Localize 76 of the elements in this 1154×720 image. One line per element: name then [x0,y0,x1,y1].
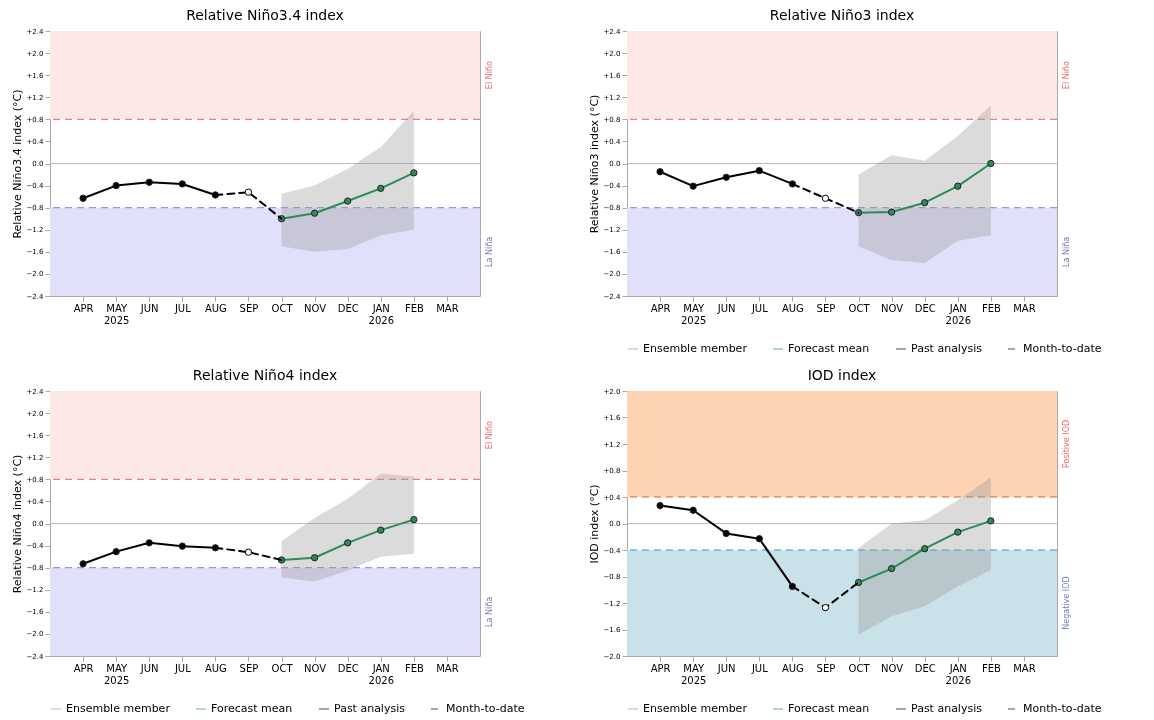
band-label: El Niño [485,61,494,90]
band-label: Negative IOD [1062,576,1071,630]
x-tick-label: DEC [337,662,359,674]
x-tick-label: AUG [204,662,227,674]
x-tick-label: MAY 2025 [680,302,707,326]
x-tick-label: JUL [173,662,192,674]
x-tick-label: FEB [404,662,424,674]
x-tick-label: DEC [914,662,936,674]
x-tick-label: MAR [436,662,459,674]
band-label: La Niña [485,596,494,627]
legend-label: Past analysis [911,702,983,715]
x-tick-label: NOV [881,662,904,674]
x-tick-label: SEP [816,662,836,674]
legend-label: Forecast mean [211,702,293,715]
y-axis-title: Relative Niño4 index (°C) [10,454,24,594]
legend-label: Past analysis [911,342,983,355]
x-tick-label: AUG [204,302,227,314]
x-tick-label: JUN [139,302,159,314]
y-axis-title: Relative Niño3 index (°C) [587,94,601,234]
x-tick-label: FEB [981,662,1001,674]
band-label: La Niña [1062,236,1071,267]
legend-label: Ensemble member [643,702,748,715]
chart-title: Relative Niño3 index [769,7,915,23]
chart-title: Relative Niño3.4 index [186,7,344,23]
legend-label: Month-to-date [1023,342,1102,355]
legend-label: Forecast mean [788,342,870,355]
legend-label: Forecast mean [788,702,870,715]
x-tick-label: SEP [816,302,836,314]
x-tick-label: JUN [139,662,159,674]
chart-title: Relative Niño4 index [192,367,338,383]
x-tick-label: OCT [848,662,871,674]
x-tick-label: AUG [781,662,804,674]
x-tick-label: APR [650,662,671,674]
legend-label: Ensemble member [643,342,748,355]
x-tick-label: JAN 2026 [945,662,971,686]
x-tick-label: JUL [173,302,192,314]
x-tick-label: MAY 2025 [103,302,130,326]
x-tick-label: OCT [848,302,871,314]
x-tick-label: DEC [337,302,359,314]
x-tick-label: MAR [436,302,459,314]
legend-label: Past analysis [334,702,406,715]
y-axis-title: Relative Niño3.4 index (°C) [10,89,24,239]
band-label: El Niño [1062,61,1071,90]
x-tick-label: FEB [981,302,1001,314]
x-tick-label: NOV [304,662,327,674]
x-tick-label: MAR [1013,302,1036,314]
x-tick-label: APR [73,662,94,674]
y-axis-title: IOD index (°C) [587,484,601,564]
x-tick-label: DEC [914,302,936,314]
x-tick-label: JUN [716,302,736,314]
x-tick-label: OCT [271,302,294,314]
x-tick-label: JAN 2026 [368,302,394,326]
chart-title: IOD index [807,367,877,383]
x-tick-label: NOV [304,302,327,314]
x-tick-label: JUL [750,302,769,314]
band-label: La Niña [485,236,494,267]
x-tick-label: MAY 2025 [680,662,707,686]
legend-label: Month-to-date [446,702,525,715]
x-tick-label: SEP [239,662,259,674]
x-tick-label: JAN 2026 [368,662,394,686]
x-tick-label: APR [73,302,94,314]
x-tick-label: NOV [881,302,904,314]
x-tick-label: JAN 2026 [945,302,971,326]
x-tick-label: FEB [404,302,424,314]
x-tick-label: OCT [271,662,294,674]
x-tick-label: APR [650,302,671,314]
x-tick-label: AUG [781,302,804,314]
legend-label: Month-to-date [1023,702,1102,715]
x-tick-label: MAY 2025 [103,662,130,686]
x-tick-label: JUL [750,662,769,674]
x-tick-label: SEP [239,302,259,314]
x-tick-label: JUN [716,662,736,674]
x-tick-label: MAR [1013,662,1036,674]
band-label: El Niño [485,421,494,450]
band-label: Positive IOD [1062,419,1071,469]
legend-label: Ensemble member [66,702,171,715]
